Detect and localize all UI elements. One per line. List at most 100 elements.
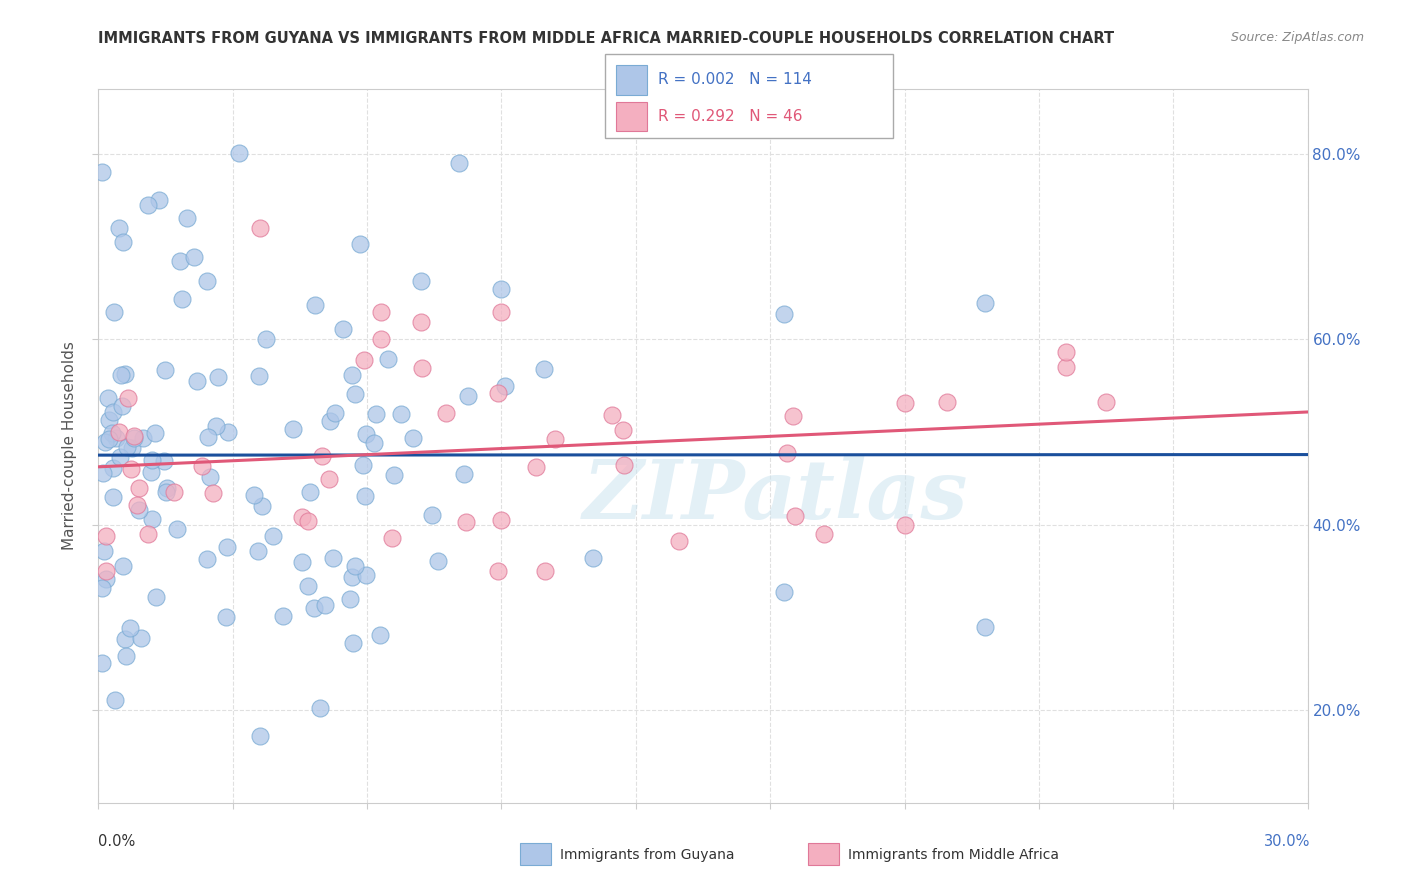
- Point: [103, 304, 125, 318]
- Text: ZIPatlas: ZIPatlas: [583, 456, 969, 536]
- Point: [524, 459, 547, 474]
- Point: [91, 656, 114, 670]
- Point: [121, 441, 143, 455]
- Point: [486, 385, 509, 400]
- Point: [97, 392, 120, 406]
- Point: [1054, 360, 1077, 375]
- Point: [195, 552, 218, 566]
- Point: [299, 484, 322, 499]
- Point: [323, 406, 346, 420]
- Point: [273, 608, 295, 623]
- Point: [377, 352, 399, 367]
- Point: [198, 470, 221, 484]
- Point: [533, 564, 555, 578]
- Point: [1095, 394, 1118, 409]
- Point: [143, 425, 166, 440]
- Point: [107, 221, 129, 235]
- Point: [96, 529, 118, 543]
- Point: [935, 395, 957, 409]
- Point: [93, 544, 115, 558]
- Point: [434, 405, 457, 419]
- Point: [352, 458, 374, 472]
- Point: [344, 386, 367, 401]
- Point: [176, 211, 198, 225]
- Point: [449, 156, 471, 170]
- Point: [249, 729, 271, 743]
- Point: [115, 440, 138, 454]
- Text: 30.0%: 30.0%: [1264, 834, 1310, 849]
- Point: [112, 235, 135, 249]
- Point: [98, 432, 121, 446]
- Point: [318, 471, 340, 485]
- Point: [340, 368, 363, 382]
- Point: [411, 360, 433, 375]
- Point: [217, 425, 239, 440]
- Point: [145, 590, 167, 604]
- Point: [111, 399, 134, 413]
- Text: Immigrants from Middle Africa: Immigrants from Middle Africa: [848, 847, 1059, 862]
- Point: [136, 198, 159, 212]
- Point: [311, 449, 333, 463]
- Point: [114, 632, 136, 647]
- Point: [246, 544, 269, 558]
- Point: [128, 503, 150, 517]
- Point: [491, 282, 513, 296]
- Text: 0.0%: 0.0%: [98, 834, 135, 849]
- Point: [332, 322, 354, 336]
- Point: [581, 551, 603, 566]
- Point: [249, 221, 271, 235]
- Point: [366, 407, 388, 421]
- Point: [202, 485, 225, 500]
- Point: [120, 462, 142, 476]
- Point: [191, 459, 214, 474]
- Point: [349, 237, 371, 252]
- Point: [302, 600, 325, 615]
- Point: [813, 527, 835, 541]
- Point: [94, 572, 117, 586]
- Point: [291, 509, 314, 524]
- Point: [117, 391, 139, 405]
- Point: [775, 446, 797, 460]
- Point: [613, 458, 636, 472]
- Point: [489, 513, 512, 527]
- Point: [215, 610, 238, 624]
- Point: [141, 453, 163, 467]
- Point: [262, 529, 284, 543]
- Point: [974, 295, 997, 310]
- Point: [344, 558, 367, 573]
- Point: [101, 425, 124, 440]
- Point: [152, 454, 174, 468]
- Point: [491, 304, 513, 318]
- Point: [170, 293, 193, 307]
- Point: [114, 367, 136, 381]
- Point: [136, 527, 159, 541]
- Point: [533, 362, 555, 376]
- Point: [107, 425, 129, 439]
- Point: [974, 620, 997, 634]
- Point: [186, 374, 208, 388]
- Point: [370, 333, 392, 347]
- Point: [250, 500, 273, 514]
- Point: [112, 558, 135, 573]
- Point: [370, 304, 392, 318]
- Point: [600, 409, 623, 423]
- Point: [319, 414, 342, 428]
- Point: [612, 423, 634, 437]
- Point: [128, 481, 150, 495]
- Point: [98, 413, 121, 427]
- Point: [342, 636, 364, 650]
- Point: [381, 531, 404, 545]
- Point: [247, 369, 270, 384]
- Point: [309, 701, 332, 715]
- Point: [148, 193, 170, 207]
- Point: [772, 585, 794, 599]
- Point: [297, 579, 319, 593]
- Point: [494, 378, 516, 392]
- Text: R = 0.292   N = 46: R = 0.292 N = 46: [658, 109, 803, 124]
- Point: [370, 628, 392, 642]
- Point: [304, 298, 326, 312]
- Point: [228, 145, 250, 160]
- Point: [122, 430, 145, 444]
- Point: [283, 422, 305, 436]
- Point: [156, 481, 179, 495]
